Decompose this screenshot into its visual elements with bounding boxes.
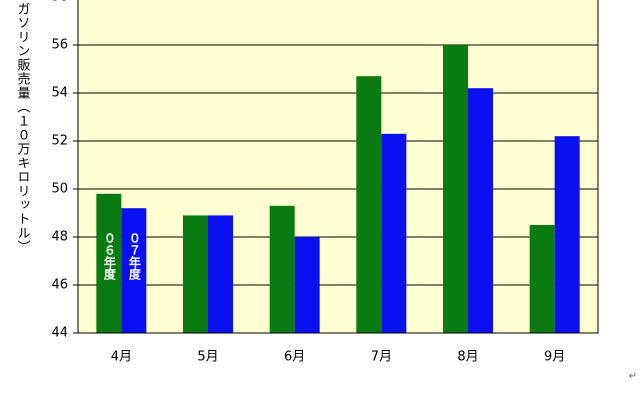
bar	[356, 76, 382, 333]
y-tick-label: 56	[51, 38, 68, 53]
paragraph-mark: ↵	[629, 371, 637, 382]
y-axis-label: ガソリン販売量（１０万キロリットル）	[15, 2, 31, 254]
bar	[529, 225, 555, 333]
y-tick-label: 58	[51, 0, 68, 5]
x-tick-label: 6月	[284, 350, 305, 365]
y-tick-label: 46	[51, 278, 68, 293]
y-tick-label: 50	[51, 182, 68, 197]
x-tick-label: 7月	[371, 350, 392, 365]
bar	[468, 88, 493, 333]
bar	[269, 205, 295, 333]
bar	[96, 193, 122, 333]
bar	[208, 215, 233, 333]
bar	[381, 133, 407, 333]
bar	[554, 136, 580, 333]
bar	[294, 237, 320, 333]
x-tick-label: 9月	[544, 350, 565, 365]
series-label: ０７年度	[127, 232, 141, 281]
y-tick-label: 54	[51, 86, 68, 101]
y-tick-label: 48	[51, 230, 68, 245]
x-tick-label: 4月	[111, 350, 132, 365]
plot-area	[77, 0, 599, 334]
series-label: ０６年度	[102, 232, 116, 281]
y-tick-label: 44	[51, 326, 68, 341]
bar	[443, 45, 468, 333]
bar	[183, 215, 208, 333]
x-tick-label: 5月	[197, 350, 218, 365]
y-tick-label: 52	[51, 134, 68, 149]
x-tick-label: 8月	[457, 350, 478, 365]
bar	[121, 208, 147, 333]
